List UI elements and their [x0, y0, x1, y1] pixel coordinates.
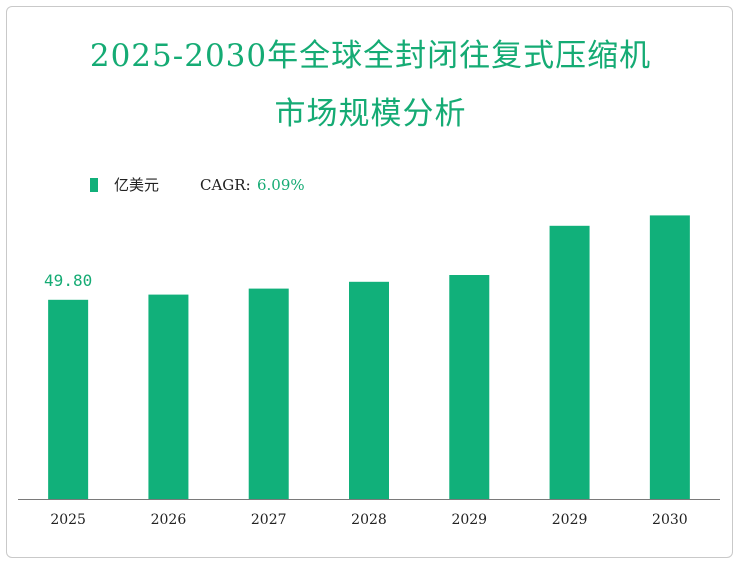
cagr-label: CAGR:: [200, 176, 251, 194]
bar-5: [549, 225, 590, 500]
x-tick-label-5: 2029: [552, 512, 588, 528]
x-tick-labels: 2025 2026 2027 2028 2029 2029 2030: [50, 512, 687, 528]
data-label-0: 49.80: [44, 271, 92, 290]
bar-4: [449, 275, 490, 499]
x-tick-label-1: 2026: [151, 512, 187, 528]
bars-group: [48, 215, 690, 500]
bar-2: [248, 288, 289, 499]
x-tick-label-4: 2029: [451, 512, 487, 528]
legend-series-label: 亿美元: [114, 176, 160, 194]
x-tick-label-2: 2027: [251, 512, 287, 528]
bar-3: [349, 281, 389, 499]
x-tick-label-0: 2025: [50, 512, 86, 528]
legend-swatch: [90, 178, 98, 192]
cagr-value: 6.09%: [257, 176, 305, 194]
x-tick-label-6: 2030: [652, 512, 688, 528]
bar-0: [48, 299, 89, 499]
data-labels: 49.80: [44, 271, 92, 290]
x-tick-label-3: 2028: [351, 512, 387, 528]
chart-title-line1: 2025-2030年全球全封闭往复式压缩机: [89, 38, 652, 74]
bar-6: [649, 215, 690, 499]
bar-1: [148, 294, 189, 499]
chart-title-line2: 市场规模分析: [274, 96, 467, 132]
